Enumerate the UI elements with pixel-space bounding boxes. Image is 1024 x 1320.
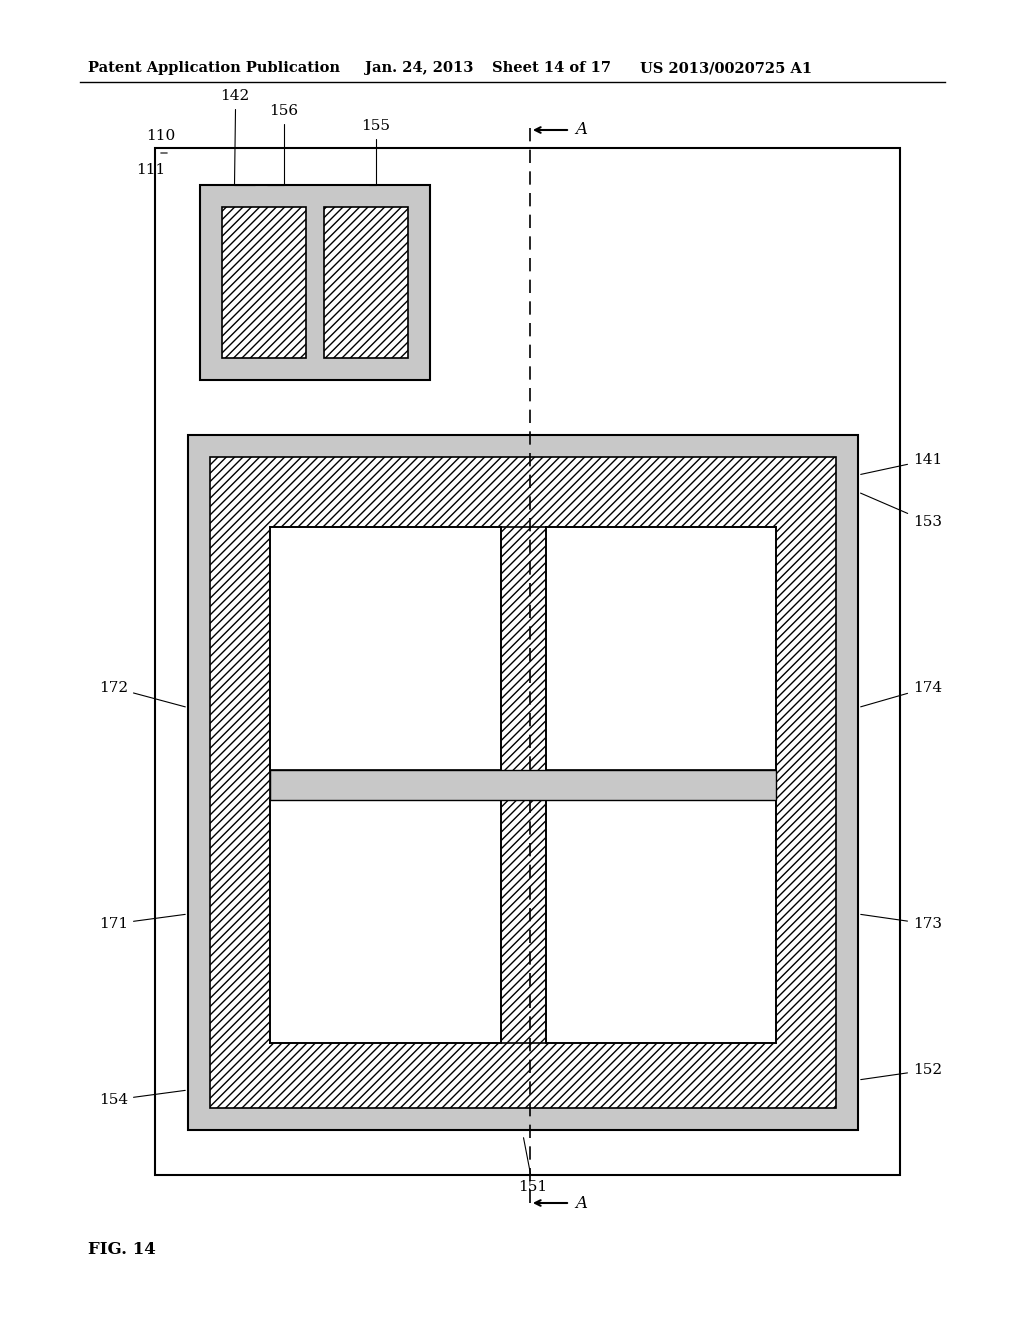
Bar bbox=[270, 770, 776, 800]
Text: 172: 172 bbox=[99, 681, 185, 708]
Text: A: A bbox=[575, 1195, 587, 1212]
Bar bbox=[210, 457, 836, 1107]
Text: A: A bbox=[575, 121, 587, 139]
Text: 155: 155 bbox=[361, 119, 390, 185]
Bar bbox=[546, 527, 776, 770]
Text: Sheet 14 of 17: Sheet 14 of 17 bbox=[492, 61, 611, 75]
Text: 151: 151 bbox=[518, 1138, 548, 1195]
Bar bbox=[270, 800, 501, 1043]
Bar bbox=[270, 527, 501, 770]
Text: 173: 173 bbox=[861, 915, 942, 931]
Text: 174: 174 bbox=[860, 681, 942, 706]
Text: 156: 156 bbox=[267, 104, 299, 185]
Text: 171: 171 bbox=[99, 915, 185, 931]
Text: Patent Application Publication: Patent Application Publication bbox=[88, 61, 340, 75]
Bar bbox=[324, 207, 408, 358]
Text: 142: 142 bbox=[220, 88, 255, 185]
Text: 141: 141 bbox=[861, 453, 942, 474]
Text: Jan. 24, 2013: Jan. 24, 2013 bbox=[365, 61, 473, 75]
Bar bbox=[188, 436, 858, 1130]
Text: US 2013/0020725 A1: US 2013/0020725 A1 bbox=[640, 61, 812, 75]
Text: 110: 110 bbox=[145, 129, 175, 143]
Text: 111: 111 bbox=[136, 162, 165, 177]
Text: 153: 153 bbox=[860, 494, 942, 529]
Bar bbox=[546, 800, 776, 1043]
Text: 152: 152 bbox=[861, 1063, 942, 1080]
Bar bbox=[200, 185, 430, 380]
Text: FIG. 14: FIG. 14 bbox=[88, 1242, 156, 1258]
Bar bbox=[222, 207, 306, 358]
Text: 154: 154 bbox=[99, 1090, 185, 1107]
Bar bbox=[155, 148, 900, 1175]
